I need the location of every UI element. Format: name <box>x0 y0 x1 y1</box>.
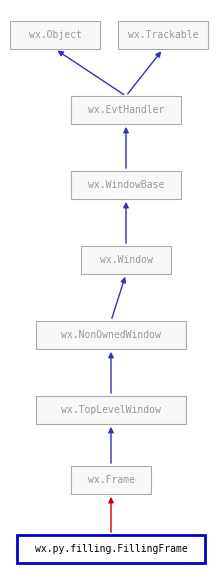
FancyBboxPatch shape <box>10 21 100 49</box>
Text: wx.Trackable: wx.Trackable <box>128 30 198 40</box>
Text: wx.TopLevelWindow: wx.TopLevelWindow <box>61 405 161 415</box>
FancyBboxPatch shape <box>71 96 181 124</box>
Text: wx.py.filling.FillingFrame: wx.py.filling.FillingFrame <box>35 544 187 554</box>
Text: wx.NonOwnedWindow: wx.NonOwnedWindow <box>61 330 161 340</box>
Text: wx.Object: wx.Object <box>29 30 81 40</box>
FancyBboxPatch shape <box>36 321 186 349</box>
FancyBboxPatch shape <box>36 396 186 424</box>
Text: wx.EvtHandler: wx.EvtHandler <box>88 105 164 115</box>
Text: wx.Window: wx.Window <box>100 255 152 265</box>
FancyBboxPatch shape <box>71 466 151 494</box>
FancyBboxPatch shape <box>17 535 205 563</box>
FancyBboxPatch shape <box>118 21 208 49</box>
Text: wx.Frame: wx.Frame <box>88 475 135 485</box>
Text: wx.WindowBase: wx.WindowBase <box>88 180 164 190</box>
FancyBboxPatch shape <box>81 246 171 274</box>
FancyBboxPatch shape <box>71 171 181 199</box>
